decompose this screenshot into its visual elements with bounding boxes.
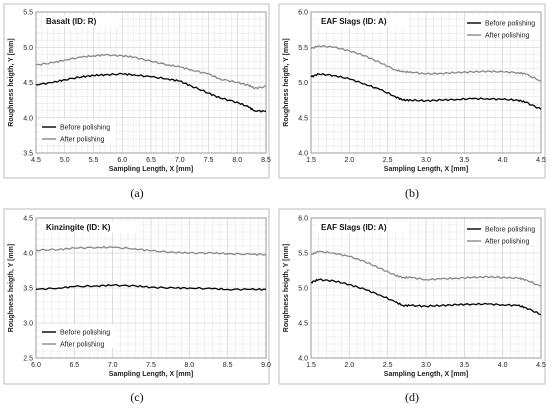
- x-tick-label: 1.5: [306, 157, 316, 164]
- x-tick-label: 2.5: [383, 157, 393, 164]
- y-tick-label: 4.0: [298, 356, 308, 363]
- x-tick-label: 6.0: [31, 362, 41, 369]
- legend-label: Before polishing: [485, 227, 535, 234]
- figure-caption: (c): [130, 390, 143, 404]
- y-axis-label: Roughness heigth, Y [mm]: [8, 244, 15, 332]
- x-tick-label: 2.0: [344, 157, 354, 164]
- x-axis-label: Sampling Length, X [mm]: [384, 166, 468, 173]
- x-tick-label: 4.0: [498, 157, 508, 164]
- y-tick-label: 2.5: [23, 356, 33, 363]
- x-tick-label: 5.5: [89, 157, 99, 164]
- x-tick-label: 7.5: [204, 157, 214, 164]
- x-tick-label: 3.0: [421, 157, 431, 164]
- x-tick-label: 8.0: [232, 157, 242, 164]
- x-tick-label: 1.5: [306, 362, 316, 369]
- x-tick-label: 3.5: [459, 362, 469, 369]
- series-line: [35, 53, 267, 90]
- x-tick-label: 8.0: [184, 362, 194, 369]
- y-axis-label: Roughness heigth, Y [mm]: [283, 38, 290, 126]
- y-tick-label: 5.0: [23, 45, 33, 52]
- y-tick-label: 4.0: [23, 251, 33, 258]
- legend-label: Before polishing: [60, 330, 110, 337]
- x-axis-label: Sampling Length, X [mm]: [109, 166, 193, 173]
- series-line: [35, 245, 267, 256]
- chart-title-box: [42, 221, 139, 233]
- chart-frame: [3, 3, 270, 179]
- x-tick-label: 4.5: [536, 362, 546, 369]
- y-tick-label: 6.0: [298, 216, 308, 223]
- x-axis-label: Sampling Length, X [mm]: [384, 371, 468, 378]
- plot-area: [310, 11, 542, 154]
- series-line: [310, 72, 542, 110]
- plot-area: [310, 217, 542, 359]
- y-tick-label: 5.5: [23, 10, 33, 17]
- legend-label: Before polishing: [60, 125, 110, 132]
- series-line: [310, 250, 542, 288]
- chart-frame: [3, 208, 270, 385]
- legend-label: After polishing: [485, 239, 529, 246]
- chart-title: Kinzingite (ID: K): [46, 223, 111, 232]
- chart-title: EAF Slags (ID: A): [321, 223, 387, 232]
- y-tick-label: 5.0: [298, 286, 308, 293]
- y-tick-label: 5.5: [298, 45, 308, 52]
- x-tick-label: 2.0: [344, 362, 354, 369]
- y-axis-label: Roughness heigth, Y [mm]: [8, 38, 15, 126]
- x-tick-label: 8.5: [261, 157, 271, 164]
- legend-label: After polishing: [485, 33, 529, 40]
- x-tick-label: 6.5: [69, 362, 79, 369]
- x-tick-label: 4.5: [536, 157, 546, 164]
- x-tick-label: 9.0: [261, 362, 271, 369]
- figure-caption: (b): [405, 186, 419, 200]
- plot-area: [35, 11, 267, 154]
- chart-panel: 4.5 5.0 5.5 6.0 6.5 7.0 7.5 8.0 8.5 3.5 4.0 4.5 5.0 5…: [3, 3, 271, 179]
- legend-label: Before polishing: [485, 21, 535, 28]
- figure-caption: (a): [130, 186, 143, 200]
- chart-panel: 6.0 6.5 7.0 7.5 8.0 8.5 9.0 2.5 3.0 3.5 4.0 4.5 Samp…: [3, 208, 271, 385]
- chart-title: EAF Slags (ID: A): [321, 17, 387, 26]
- plot-area: [35, 217, 267, 359]
- y-tick-label: 5.5: [298, 251, 308, 258]
- x-tick-label: 2.5: [383, 362, 393, 369]
- x-tick-label: 6.5: [146, 157, 156, 164]
- x-axis-label: Sampling Length, X [mm]: [109, 371, 193, 378]
- y-tick-label: 4.0: [23, 115, 33, 122]
- x-tick-label: 6.0: [117, 157, 127, 164]
- series-line: [310, 278, 542, 316]
- x-tick-label: 7.0: [108, 362, 118, 369]
- y-tick-label: 4.5: [298, 321, 308, 328]
- series-line: [35, 72, 267, 113]
- y-tick-label: 4.0: [298, 151, 308, 158]
- chart-panel: 1.5 2.0 2.5 3.0 3.5 4.0 4.5 4.0 4.5 5.0 5.5 6.0 Samp…: [278, 208, 546, 385]
- y-tick-label: 5.0: [298, 80, 308, 87]
- chart-panel: 1.5 2.0 2.5 3.0 3.5 4.0 4.5 4.0 4.5 5.0 5.5 6.0 Samp…: [278, 3, 546, 179]
- y-tick-label: 4.5: [23, 216, 33, 223]
- legend-label: After polishing: [60, 137, 104, 144]
- chart-title-box: [42, 15, 119, 27]
- chart-title: Basalt (ID: R): [46, 17, 97, 26]
- series-line: [35, 283, 267, 291]
- y-tick-label: 4.5: [23, 80, 33, 87]
- y-tick-label: 6.0: [298, 10, 308, 17]
- chart-title-box: [317, 15, 409, 27]
- chart-title-box: [317, 221, 409, 233]
- x-tick-label: 8.5: [223, 362, 233, 369]
- y-tick-label: 3.0: [23, 321, 33, 328]
- y-tick-label: 4.5: [298, 115, 308, 122]
- legend-label: After polishing: [60, 342, 104, 349]
- x-tick-label: 7.0: [175, 157, 185, 164]
- x-tick-label: 3.5: [459, 157, 469, 164]
- y-tick-label: 3.5: [23, 286, 33, 293]
- x-tick-label: 5.0: [60, 157, 70, 164]
- series-line: [310, 45, 542, 82]
- y-axis-label: Roughness heigth, Y [mm]: [283, 244, 290, 332]
- x-tick-label: 3.0: [421, 362, 431, 369]
- x-tick-label: 4.5: [31, 157, 41, 164]
- y-tick-label: 3.5: [23, 151, 33, 158]
- figure-caption: (d): [405, 390, 419, 404]
- x-tick-label: 7.5: [146, 362, 156, 369]
- x-tick-label: 4.0: [498, 362, 508, 369]
